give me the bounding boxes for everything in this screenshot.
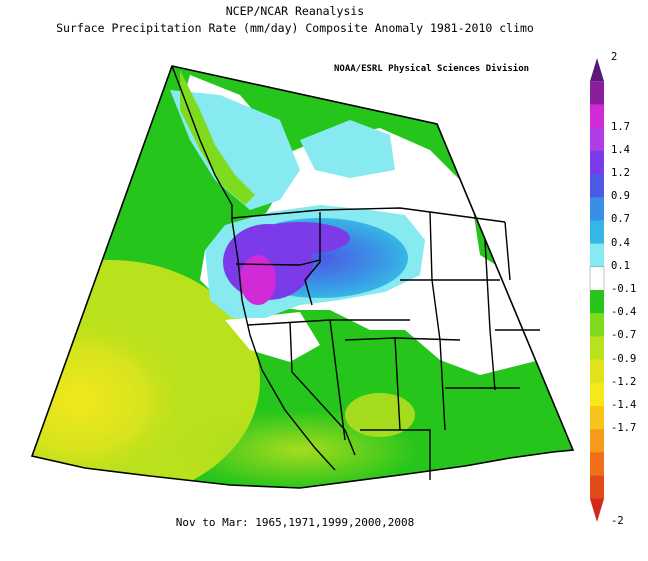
colorbar-tick-label: 0.7 <box>611 213 630 226</box>
footer-label: Nov to Mar: 1965,1971,1999,2000,2008 <box>175 516 415 529</box>
colorbar-segment <box>590 475 604 500</box>
colorbar-segment <box>590 104 604 128</box>
colorbar-segment <box>590 197 604 221</box>
colorbar-tick-label: 0.1 <box>611 259 630 272</box>
colorbar-segment <box>590 498 604 522</box>
colorbar-tick-label: 1.2 <box>611 167 630 179</box>
colorbar-segment <box>590 429 604 453</box>
colorbar-segment <box>590 406 604 430</box>
colorbar-tick-label: -0.4 <box>611 306 637 319</box>
colorbar-segment <box>590 336 604 360</box>
colorbar-segment <box>590 150 604 175</box>
colorbar-segment <box>590 174 604 198</box>
colorbar-segment <box>590 58 604 82</box>
colorbar-segment <box>590 382 604 407</box>
title-line-1: NCEP/NCAR Reanalysis <box>225 4 365 18</box>
colorbar-segment <box>590 452 604 476</box>
colorbar-tick-label: 0.9 <box>611 190 630 203</box>
colorbar-segment <box>590 127 604 152</box>
colorbar-tick-label: 2 <box>611 51 618 63</box>
colorbar-segment <box>590 81 604 105</box>
colorbar-tick-label: -0.7 <box>611 329 637 342</box>
colorbar-tick-label: -1.4 <box>611 399 637 411</box>
colorbar-tick-label: -1.2 <box>611 375 637 388</box>
colorbar-segment <box>589 266 605 291</box>
title-line-2: Surface Precipitation Rate (mm/day) Comp… <box>56 21 534 35</box>
colorbar-tick-label: -0.1 <box>611 283 637 295</box>
map-boundaries <box>30 65 575 489</box>
colorbar-tick-label: -1.7 <box>611 422 637 435</box>
colorbar-tick-label: 1.4 <box>611 143 630 156</box>
colorbar-tick-label: -2 <box>611 515 624 527</box>
colorbar-tick-label: 1.7 <box>611 120 630 133</box>
colorbar-segment <box>590 313 604 337</box>
colorbar-segment <box>590 290 604 314</box>
colorbar-segment <box>590 243 604 268</box>
credit-label: NOAA/ESRL Physical Sciences Division <box>334 64 530 74</box>
colorbar-segment <box>590 220 604 244</box>
colorbar-tick-label: -0.9 <box>611 352 637 365</box>
colorbar-segment <box>590 359 604 384</box>
colorbar-tick-label: 0.4 <box>611 236 630 249</box>
